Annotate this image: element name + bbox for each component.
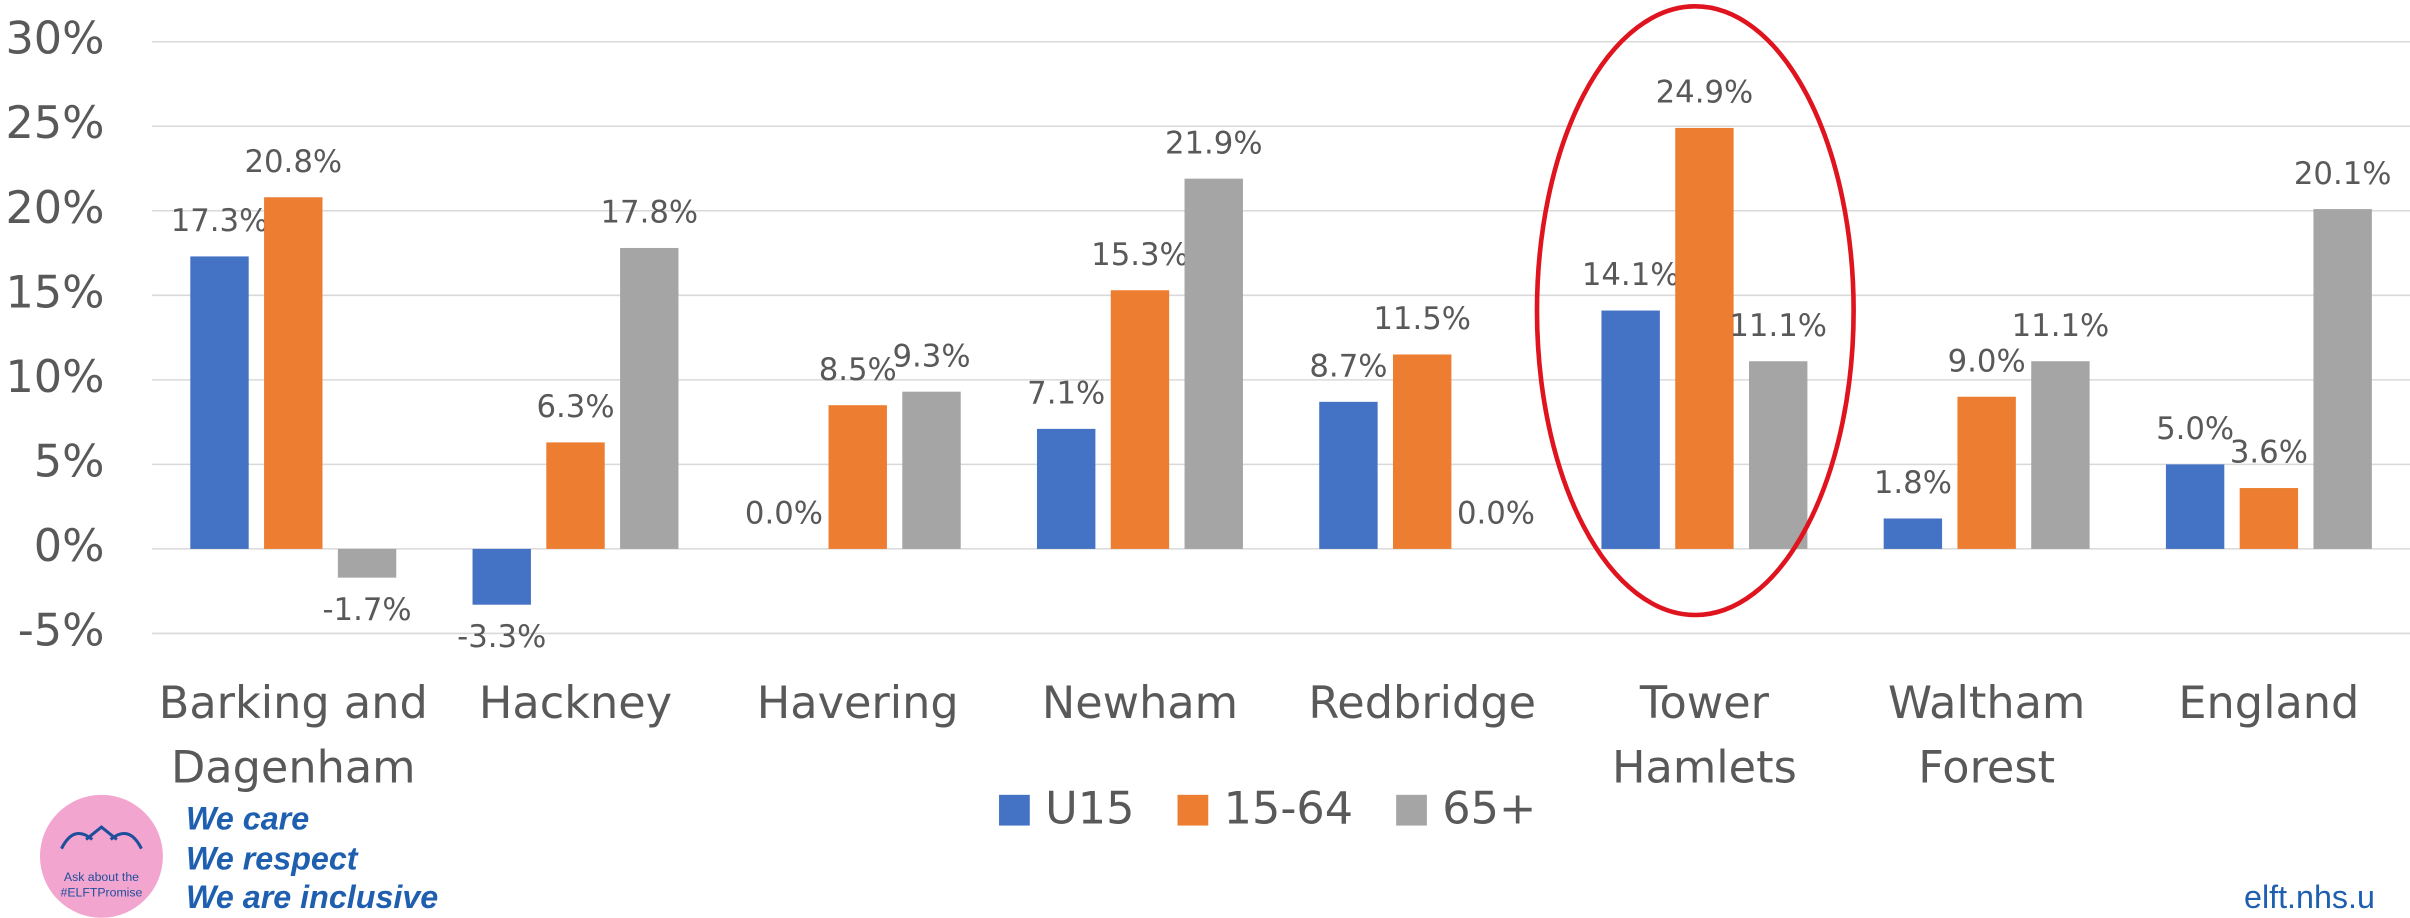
x-tick-label: England bbox=[2178, 676, 2360, 729]
legend-swatch bbox=[999, 794, 1030, 826]
data-label: 0.0% bbox=[745, 496, 823, 532]
y-tick-label: 0% bbox=[34, 520, 105, 572]
bar bbox=[1601, 310, 1660, 549]
data-label: 0.0% bbox=[1457, 496, 1535, 532]
y-tick-label: 30% bbox=[5, 13, 104, 65]
data-label: 11.1% bbox=[1729, 308, 1827, 344]
x-tick-label: Newham bbox=[1041, 676, 1239, 729]
data-label: 9.0% bbox=[1948, 343, 2026, 379]
data-label: 15.3% bbox=[1091, 237, 1189, 273]
y-tick-label: 10% bbox=[5, 351, 104, 403]
data-label: 7.1% bbox=[1027, 376, 1105, 412]
legend-label: 65+ bbox=[1442, 783, 1536, 835]
data-label: -1.7% bbox=[322, 592, 411, 628]
data-label: 5.0% bbox=[2156, 411, 2234, 447]
bar bbox=[264, 197, 323, 549]
bar bbox=[1036, 428, 1096, 549]
legend-label: U15 bbox=[1045, 783, 1134, 835]
x-tick-label-box: Hackney bbox=[478, 676, 673, 729]
bar bbox=[337, 548, 397, 578]
bar bbox=[2239, 488, 2299, 549]
logo: Ask about the #ELFTPromise We care We re… bbox=[39, 794, 438, 918]
data-label: 21.9% bbox=[1165, 125, 1263, 161]
slogan: We are inclusive bbox=[186, 879, 438, 915]
badge-text: #ELFTPromise bbox=[60, 885, 142, 899]
x-tick-label: Barking and Dagenham bbox=[158, 676, 428, 794]
data-label: 14.1% bbox=[1582, 257, 1680, 293]
y-tick-label: 20% bbox=[5, 182, 104, 234]
x-tick-label-box: Barking and Dagenham bbox=[158, 676, 428, 794]
x-tick-label: Tower Hamlets bbox=[1612, 676, 1797, 794]
data-label: 8.5% bbox=[819, 352, 897, 388]
data-label: 11.5% bbox=[1373, 301, 1471, 337]
bar bbox=[1110, 290, 1170, 549]
y-tick-label: 25% bbox=[5, 97, 104, 149]
x-tick-label-box: Havering bbox=[756, 676, 959, 729]
badge bbox=[39, 794, 163, 918]
badge-icon bbox=[60, 825, 143, 850]
x-tick-label: Redbridge bbox=[1308, 676, 1537, 729]
bar bbox=[546, 442, 605, 549]
data-label: 17.3% bbox=[171, 203, 269, 239]
legend-swatch bbox=[1177, 794, 1209, 826]
data-label: 3.6% bbox=[2230, 435, 2308, 471]
x-tick-label-box: Tower Hamlets bbox=[1612, 676, 1797, 794]
bar bbox=[2165, 464, 2225, 549]
highlight-ellipse bbox=[1534, 4, 1856, 618]
bar bbox=[1319, 401, 1378, 549]
data-label: 20.8% bbox=[244, 144, 342, 180]
bar bbox=[2031, 361, 2090, 549]
data-label: 20.1% bbox=[2294, 156, 2392, 192]
bar bbox=[1883, 518, 1943, 549]
x-tick-label-box: Newham bbox=[1041, 676, 1239, 729]
x-tick-label-box: England bbox=[2178, 676, 2360, 729]
x-tick-label: Hackney bbox=[478, 676, 673, 729]
badge-text: Ask about the bbox=[64, 870, 139, 884]
bar bbox=[2313, 209, 2372, 549]
data-label: 9.3% bbox=[892, 338, 970, 374]
slogan: We respect bbox=[186, 840, 359, 876]
data-label: -3.3% bbox=[457, 619, 546, 655]
data-label: 1.8% bbox=[1874, 465, 1952, 501]
x-tick-label: Waltham Forest bbox=[1887, 676, 2086, 794]
bar bbox=[472, 548, 531, 605]
y-tick-label: 5% bbox=[34, 435, 105, 487]
bar bbox=[1957, 396, 2016, 549]
data-label: 17.8% bbox=[600, 195, 698, 231]
data-label: 11.1% bbox=[2012, 308, 2110, 344]
legend-swatch bbox=[1396, 794, 1427, 826]
url: elft.nhs.u bbox=[2244, 879, 2375, 915]
legend-label: 15-64 bbox=[1224, 783, 1354, 835]
x-tick-label-box: Redbridge bbox=[1308, 676, 1537, 729]
bar bbox=[190, 256, 249, 549]
bar bbox=[1184, 178, 1243, 549]
data-label: 8.7% bbox=[1309, 349, 1387, 385]
data-label: 24.9% bbox=[1656, 75, 1754, 111]
x-tick-label-box: Waltham Forest bbox=[1887, 676, 2086, 794]
bar bbox=[828, 405, 887, 549]
data-label: 6.3% bbox=[536, 389, 614, 425]
y-tick-label: -5% bbox=[18, 604, 105, 656]
bar bbox=[620, 247, 679, 549]
y-tick-label: 15% bbox=[5, 266, 104, 318]
bar bbox=[1748, 361, 1808, 549]
slogan: We care bbox=[186, 800, 309, 836]
bar bbox=[1675, 127, 1734, 549]
x-tick-label: Havering bbox=[756, 676, 959, 729]
bar bbox=[902, 391, 961, 549]
bar bbox=[1392, 354, 1452, 549]
